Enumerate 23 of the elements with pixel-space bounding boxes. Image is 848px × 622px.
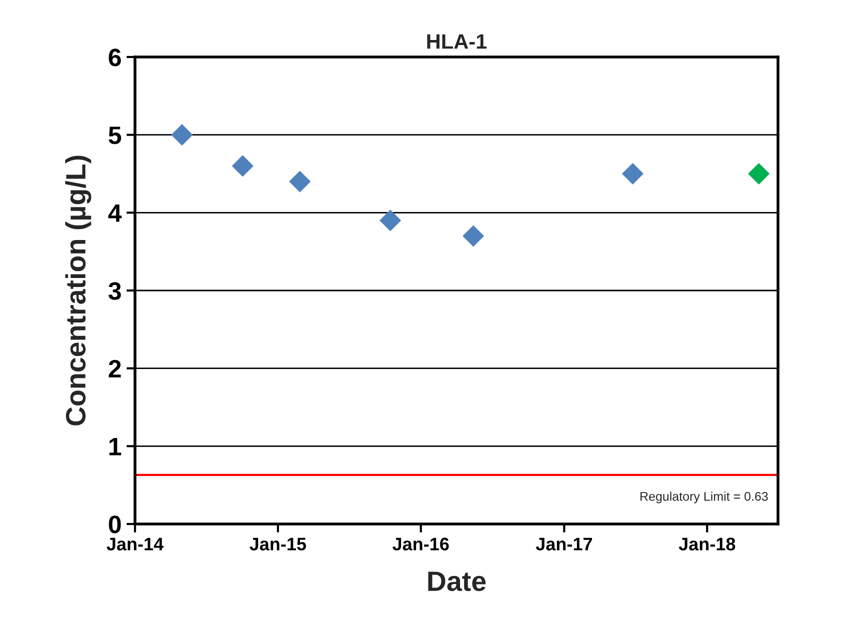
y-axis-title: Concentration (µg/L) — [65, 156, 92, 426]
x-tick-label: Jan-14 — [106, 538, 164, 550]
point — [232, 155, 254, 177]
y-tick-label: 5 — [108, 126, 122, 144]
y-tick-label: 3 — [108, 282, 121, 300]
y-tick-label: 1 — [109, 438, 122, 456]
point — [748, 163, 770, 184]
y-tick-label: 2 — [108, 360, 121, 378]
point — [171, 124, 193, 146]
x-tick-label: Jan-16 — [392, 538, 449, 550]
y-tick-label: 0 — [108, 516, 121, 534]
y-tick-label: 4 — [108, 204, 122, 222]
x-tick-label: Jan-15 — [250, 538, 306, 550]
point — [380, 210, 401, 232]
ref-line-label: Regulatory Limit = 0.63 — [640, 492, 768, 504]
x-axis-title: Date — [428, 572, 486, 592]
x-tick-label: Jan-17 — [536, 538, 592, 550]
chart-title: HLA-1 — [427, 34, 487, 49]
point — [462, 225, 484, 247]
point — [622, 163, 644, 184]
y-tick-label: 6 — [108, 48, 121, 66]
x-tick-label: Jan-18 — [678, 538, 736, 550]
point — [289, 170, 311, 192]
